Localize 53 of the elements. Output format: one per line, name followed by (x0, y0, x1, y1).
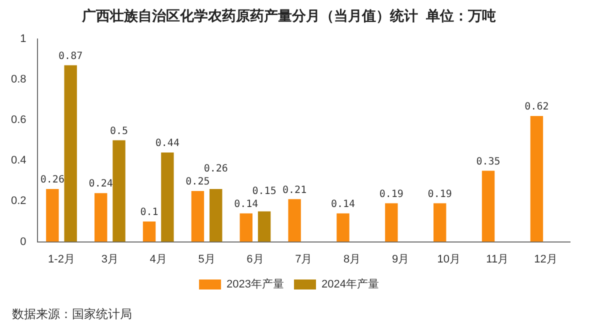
x-tick-label: 7月 (295, 253, 312, 266)
bar (258, 211, 271, 242)
bar (191, 191, 204, 242)
data-label: 0.87 (58, 50, 83, 62)
legend-label: 2024年产量 (322, 278, 379, 291)
data-label: 0.15 (252, 186, 276, 197)
data-label: 0.14 (234, 198, 258, 210)
bar (161, 152, 174, 242)
y-tick-label: 0.4 (10, 154, 26, 167)
bar (64, 65, 77, 242)
y-tick-label: 0.2 (10, 195, 26, 208)
data-label: 0.44 (155, 138, 180, 150)
bar (94, 193, 108, 242)
data-label: 0.1 (140, 207, 158, 218)
chart-title: 广西壮族自治区化学农药原药产量分月（当月值）统计 单位：万吨 (81, 7, 496, 24)
x-tick-label: 11月 (486, 253, 509, 266)
bar (210, 189, 222, 242)
x-tick-label: 3月 (101, 253, 118, 266)
x-tick-label: 10月 (437, 253, 461, 266)
data-label: 0.19 (379, 188, 404, 200)
y-tick-label: 1 (20, 32, 26, 45)
data-label: 0.21 (282, 184, 307, 196)
data-label: 0.19 (428, 188, 452, 200)
bar (433, 203, 446, 242)
x-tick-label: 12月 (534, 253, 558, 266)
x-tick-label: 6月 (246, 253, 264, 266)
data-label: 0.26 (40, 174, 64, 186)
bar (288, 199, 301, 242)
data-label: 0.35 (476, 156, 500, 168)
bar (336, 213, 350, 242)
source-note: 数据来源：国家统计局 (12, 306, 132, 323)
bar (46, 189, 59, 242)
bar (530, 116, 544, 242)
bar (482, 170, 495, 242)
x-tick-label: 8月 (344, 253, 361, 266)
bar (385, 203, 398, 242)
legend-label: 2023年产量 (226, 278, 284, 291)
bar (240, 213, 252, 242)
bar (142, 222, 156, 242)
bar (112, 140, 126, 242)
x-tick-label: 5月 (198, 253, 216, 266)
data-label: 0.26 (204, 164, 228, 175)
y-tick-label: 0.6 (10, 114, 26, 126)
data-label: 0.14 (330, 198, 356, 210)
x-tick-label: 1-2月 (48, 253, 75, 266)
data-label: 0.5 (110, 126, 128, 137)
y-tick-label: 0.8 (10, 73, 26, 86)
data-label: 0.24 (88, 178, 113, 190)
x-tick-label: 4月 (150, 253, 167, 266)
y-tick-label: 0 (20, 236, 26, 248)
x-tick-label: 9月 (392, 253, 410, 266)
data-label: 0.62 (524, 102, 549, 113)
data-label: 0.25 (186, 176, 210, 188)
